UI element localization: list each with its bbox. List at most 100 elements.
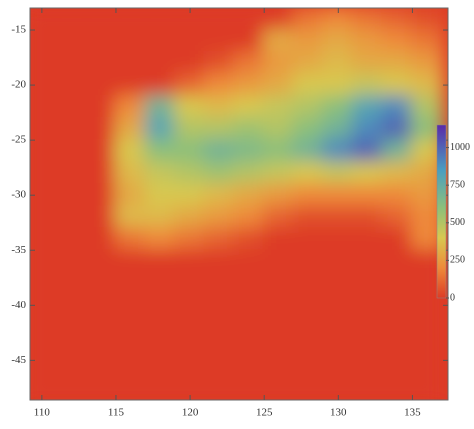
cell bbox=[351, 205, 385, 230]
cell bbox=[30, 28, 59, 54]
cell bbox=[203, 139, 237, 164]
cell bbox=[55, 249, 88, 274]
cell bbox=[233, 271, 266, 296]
cell bbox=[55, 161, 88, 186]
cell bbox=[322, 117, 355, 142]
cell bbox=[262, 271, 296, 296]
cell bbox=[84, 381, 118, 400]
cell bbox=[30, 227, 59, 252]
cell bbox=[203, 50, 237, 76]
cell bbox=[322, 50, 355, 76]
cell bbox=[30, 271, 59, 296]
cell bbox=[55, 337, 88, 362]
cell bbox=[84, 50, 118, 76]
cell bbox=[381, 337, 414, 362]
colorbar-tick-label: 750 bbox=[450, 179, 465, 190]
cell bbox=[410, 72, 444, 98]
cell bbox=[114, 337, 148, 362]
cell bbox=[381, 293, 414, 318]
x-tick-label: 110 bbox=[34, 407, 51, 419]
cell bbox=[351, 94, 385, 120]
cell bbox=[381, 50, 414, 76]
cell bbox=[322, 315, 355, 340]
cell bbox=[144, 183, 177, 208]
cell bbox=[233, 359, 266, 384]
cell bbox=[262, 117, 296, 142]
cell bbox=[233, 50, 266, 76]
cell bbox=[410, 8, 444, 32]
cell bbox=[173, 315, 207, 340]
cell bbox=[233, 183, 266, 208]
cell bbox=[233, 139, 266, 164]
cell bbox=[381, 315, 414, 340]
cell bbox=[292, 205, 325, 230]
cell bbox=[114, 117, 148, 142]
cell bbox=[114, 139, 148, 164]
cell bbox=[203, 117, 237, 142]
cell bbox=[381, 94, 414, 120]
cell bbox=[30, 139, 59, 164]
cell bbox=[381, 271, 414, 296]
cell bbox=[84, 72, 118, 98]
cell bbox=[203, 337, 237, 362]
cell bbox=[233, 28, 266, 54]
cell bbox=[173, 205, 207, 230]
cell bbox=[30, 315, 59, 340]
cell bbox=[351, 117, 385, 142]
cell bbox=[262, 161, 296, 186]
cell bbox=[84, 8, 118, 32]
y-tick-label: -30 bbox=[11, 189, 26, 201]
cell bbox=[262, 72, 296, 98]
cell bbox=[203, 205, 237, 230]
cell bbox=[114, 293, 148, 318]
cell bbox=[114, 205, 148, 230]
cell bbox=[30, 50, 59, 76]
x-tick-label: 120 bbox=[182, 407, 199, 419]
cell bbox=[173, 139, 207, 164]
cell bbox=[114, 227, 148, 252]
cell bbox=[381, 381, 414, 400]
cell bbox=[114, 183, 148, 208]
x-tick-label: 125 bbox=[256, 407, 273, 419]
cell bbox=[292, 227, 325, 252]
cell bbox=[203, 381, 237, 400]
cell bbox=[114, 249, 148, 274]
cell bbox=[233, 72, 266, 98]
cell bbox=[292, 271, 325, 296]
cell bbox=[351, 161, 385, 186]
cell bbox=[144, 50, 177, 76]
cell bbox=[322, 72, 355, 98]
cell bbox=[262, 139, 296, 164]
cell bbox=[55, 28, 88, 54]
cell bbox=[322, 337, 355, 362]
cell bbox=[322, 94, 355, 120]
cell bbox=[262, 94, 296, 120]
cell bbox=[84, 315, 118, 340]
cell bbox=[173, 337, 207, 362]
cell bbox=[322, 271, 355, 296]
cell bbox=[322, 227, 355, 252]
cell bbox=[381, 139, 414, 164]
cell bbox=[381, 28, 414, 54]
cell bbox=[351, 337, 385, 362]
cell bbox=[351, 8, 385, 32]
colorbar bbox=[436, 124, 447, 299]
y-tick-label: -25 bbox=[11, 134, 26, 146]
y-tick-label: -15 bbox=[11, 24, 26, 36]
cell bbox=[84, 28, 118, 54]
cell bbox=[114, 72, 148, 98]
cell bbox=[322, 359, 355, 384]
cell bbox=[84, 205, 118, 230]
cell bbox=[30, 337, 59, 362]
cell bbox=[203, 183, 237, 208]
cell bbox=[84, 271, 118, 296]
cell bbox=[55, 293, 88, 318]
cell bbox=[55, 183, 88, 208]
cell bbox=[144, 293, 177, 318]
cell bbox=[144, 139, 177, 164]
cell bbox=[114, 381, 148, 400]
cell bbox=[30, 205, 59, 230]
cell bbox=[55, 359, 88, 384]
cell bbox=[322, 293, 355, 318]
